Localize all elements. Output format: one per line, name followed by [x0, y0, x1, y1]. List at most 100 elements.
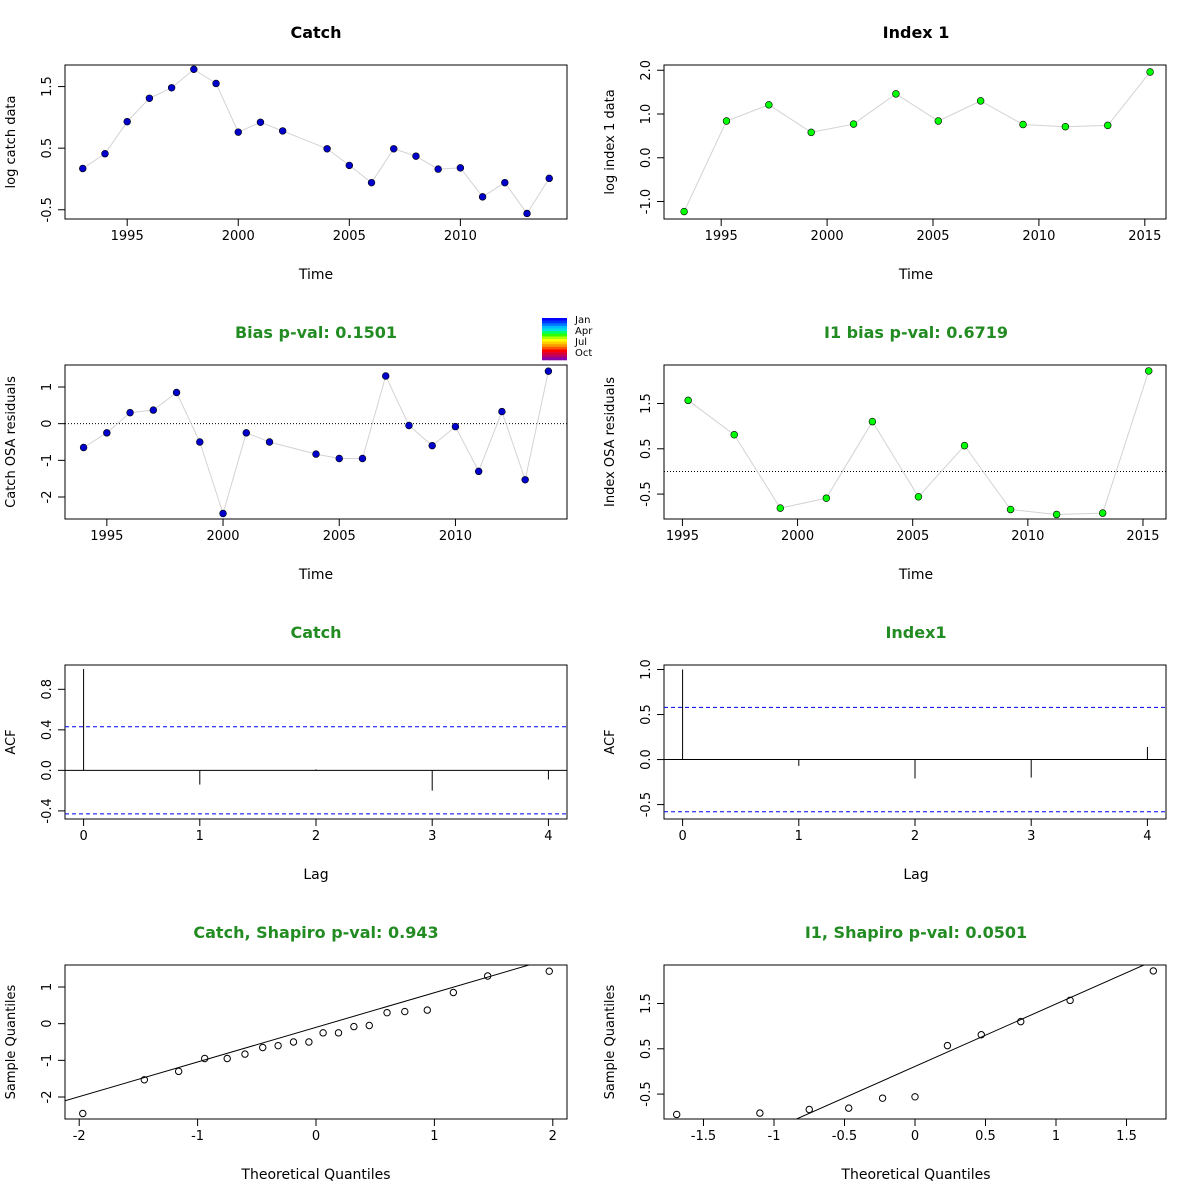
- qq-point: [845, 1104, 853, 1112]
- data-point: [167, 84, 176, 92]
- data-point: [323, 145, 331, 153]
- qq-point: [365, 1021, 373, 1030]
- qq-point: [174, 1067, 183, 1076]
- qq-point: [79, 1109, 87, 1118]
- index-resid-plot: 1995 2000 2005 2010 2015 -0.5 0.5 1.5: [639, 364, 1167, 544]
- y-tick-label: -2: [40, 491, 55, 504]
- catch-acf-ylabel: ACF: [4, 729, 19, 754]
- x-tick-label: 2010: [1022, 229, 1055, 244]
- x-tick-label: 2000: [206, 529, 239, 544]
- qq-point: [545, 967, 553, 975]
- x-tick-label: -1.5: [691, 1129, 716, 1144]
- catch-acf-title: Catch: [290, 623, 341, 642]
- qq-point: [1149, 967, 1158, 975]
- catch-qq-plot: -2 -1 0 1 2 -2 -1 0 1: [40, 964, 568, 1144]
- legend-color-swatch: [542, 318, 567, 321]
- x-tick-label: 2015: [1126, 529, 1159, 544]
- data-point: [79, 164, 87, 173]
- data-point: [367, 178, 376, 187]
- qq-point: [756, 1109, 764, 1117]
- data-point: [478, 193, 487, 201]
- catch-qq-xlabel: Theoretical Quantiles: [240, 1167, 390, 1183]
- y-tick-label: 1.5: [639, 993, 654, 1014]
- qq-point: [911, 1093, 919, 1101]
- qq-point: [878, 1094, 887, 1102]
- x-tick-label: 2015: [1128, 229, 1161, 244]
- legend-month-label: Jul: [574, 337, 587, 348]
- data-point: [145, 94, 154, 102]
- y-tick-label: 0.5: [639, 438, 654, 459]
- data-point: [434, 165, 442, 173]
- catch-data-ylabel: log catch data: [4, 96, 19, 189]
- data-point: [892, 90, 900, 98]
- catch-data-plot: 1995 2000 2005 2010 -0.5 0.5 1.5: [40, 64, 568, 244]
- data-point: [934, 117, 942, 125]
- x-tick-label: 2000: [811, 229, 844, 244]
- data-point: [501, 178, 509, 187]
- legend-color-swatch: [542, 320, 567, 324]
- x-tick-label: 1: [1052, 1129, 1060, 1144]
- y-tick-label: 0.5: [639, 704, 654, 725]
- data-point: [456, 164, 465, 172]
- index-data-xlabel: Time: [898, 267, 933, 283]
- qq-point: [305, 1038, 313, 1046]
- legend-month-label: Apr: [575, 326, 593, 337]
- legend-color-swatch: [542, 354, 567, 358]
- data-point: [451, 422, 460, 431]
- x-tick-label: 3: [428, 829, 436, 844]
- qq-point: [334, 1029, 343, 1037]
- y-tick-label: -1: [40, 454, 55, 467]
- data-point: [190, 65, 198, 74]
- qq-point: [672, 1110, 681, 1119]
- data-point: [412, 152, 420, 160]
- x-tick-label: 2005: [333, 229, 366, 244]
- x-tick-label: 0: [678, 829, 686, 844]
- x-tick-label: 2000: [781, 529, 814, 544]
- y-tick-label: 2.0: [639, 60, 654, 81]
- qq-point: [401, 1007, 409, 1016]
- data-point: [684, 396, 692, 405]
- catch-resid-title: Bias p-val: 0.1501: [235, 323, 397, 342]
- x-tick-label: 2005: [916, 229, 949, 244]
- data-point: [103, 429, 111, 437]
- data-point: [101, 150, 109, 158]
- x-tick-label: 1: [795, 829, 803, 844]
- data-point: [474, 467, 483, 476]
- qq-point: [241, 1050, 249, 1058]
- data-point: [172, 388, 181, 397]
- qq-point: [483, 972, 492, 980]
- panel-catch-data: Catch 1995 2000 2005 2010 -0.5 0.5 1.5 Time lo…: [4, 23, 568, 283]
- data-point: [765, 101, 773, 109]
- x-tick-label: -0.5: [832, 1129, 857, 1144]
- catch-resid-xlabel: Time: [298, 567, 333, 583]
- data-point: [822, 494, 831, 502]
- x-tick-label: 2000: [222, 229, 255, 244]
- x-tick-label: 4: [1143, 829, 1151, 844]
- legend-color-swatch: [542, 331, 567, 335]
- x-tick-label: 1.5: [1116, 1129, 1137, 1144]
- qq-point: [201, 1054, 209, 1063]
- x-tick-label: 1995: [90, 529, 123, 544]
- qq-point: [383, 1008, 391, 1017]
- legend-color-swatch: [542, 352, 567, 356]
- catch-resid-ylabel: Catch OSA residuals: [4, 376, 19, 508]
- x-tick-label: 0: [911, 1129, 919, 1144]
- panel-index-data: Index 1 1995 2000 2005 2010 2015 -1.0 0.0 1.0 2.…: [603, 23, 1167, 283]
- y-tick-label: 0.5: [639, 1038, 654, 1059]
- qq-point: [1066, 996, 1074, 1005]
- y-tick-label: 1.5: [40, 76, 55, 97]
- qq-point: [1017, 1017, 1025, 1026]
- x-tick-label: 2: [549, 1129, 557, 1144]
- data-point: [960, 441, 969, 450]
- data-point: [545, 174, 553, 183]
- x-tick-label: 2010: [439, 529, 472, 544]
- panel-index-residuals: I1 bias p-val: 0.6719 1995 2000 2005 2010 20…: [603, 323, 1167, 583]
- data-point: [976, 97, 985, 105]
- plot-frame: [64, 64, 568, 220]
- data-point: [149, 406, 158, 414]
- y-tick-label: 0.0: [639, 749, 654, 770]
- x-tick-label: 1: [430, 1129, 438, 1144]
